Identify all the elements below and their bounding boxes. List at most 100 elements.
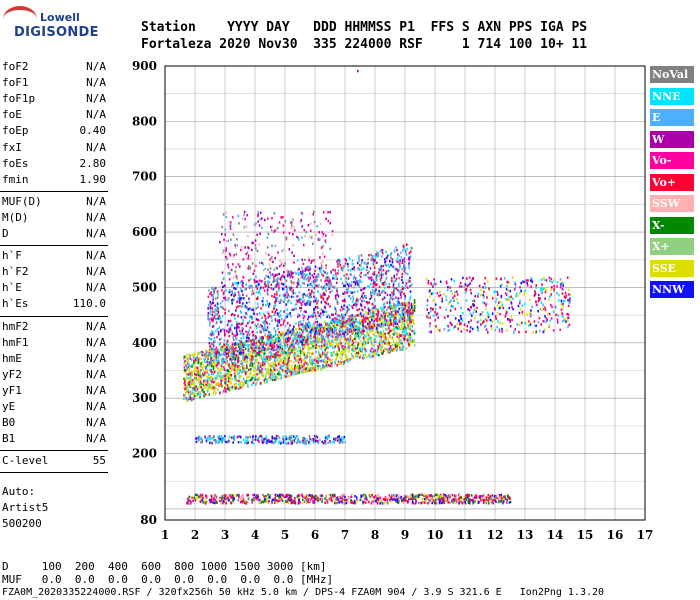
echo-point: [187, 360, 190, 364]
echo-point: [320, 323, 323, 326]
echo-point: [251, 347, 253, 351]
echo-point: [419, 493, 421, 497]
echo-point: [273, 372, 276, 376]
echo-point: [285, 279, 288, 283]
echo-point: [240, 360, 243, 363]
echo-point: [382, 340, 385, 343]
echo-point: [334, 297, 337, 300]
echo-point: [384, 332, 387, 336]
param-hf2: h`F2 N/A: [2, 265, 106, 281]
echo-point: [231, 367, 234, 371]
echo-point: [228, 365, 230, 369]
echo-point: [429, 499, 432, 502]
echo-point: [385, 321, 387, 325]
echo-point: [377, 319, 380, 322]
echo-point: [283, 334, 285, 337]
echo-point: [481, 494, 484, 498]
param-ye: yE N/A: [2, 400, 106, 416]
echo-point: [280, 376, 282, 380]
echo-point: [265, 494, 267, 498]
echo-point: [237, 499, 240, 502]
echo-point: [390, 311, 393, 314]
echo-point: [243, 341, 245, 345]
echo-point: [475, 496, 478, 499]
echo-point: [315, 357, 318, 361]
echo-point: [277, 499, 280, 503]
echo-point: [394, 498, 396, 501]
echo-point: [400, 327, 403, 330]
echo-point: [487, 496, 490, 500]
echo-point: [338, 347, 340, 350]
echo-point: [260, 357, 263, 360]
echo-point: [290, 274, 292, 277]
echo-point: [393, 249, 396, 252]
echo-point: [234, 387, 237, 390]
echo-point: [313, 322, 315, 326]
echo-point: [246, 500, 248, 504]
echo-point: [275, 364, 278, 367]
echo-point: [357, 332, 359, 335]
echo-point: [244, 379, 246, 383]
echo-point: [270, 345, 273, 349]
echo-point: [285, 351, 288, 355]
echo-point: [227, 376, 230, 380]
echo-point: [228, 345, 231, 349]
echo-point: [370, 350, 373, 354]
echo-point: [398, 320, 401, 323]
echo-point: [258, 279, 261, 282]
echo-point: [373, 259, 375, 263]
echo-point: [225, 369, 227, 373]
echo-point: [249, 339, 252, 342]
echo-point: [380, 346, 383, 349]
echo-point: [219, 437, 222, 441]
echo-point: [354, 349, 356, 353]
echo-point: [401, 287, 404, 291]
echo-point: [293, 333, 295, 337]
echo-point: [217, 310, 220, 314]
echo-point: [235, 362, 237, 365]
echo-point: [310, 337, 313, 340]
echo-point: [372, 255, 374, 258]
echo-point: [202, 496, 204, 500]
echo-point: [253, 341, 255, 344]
echo-point: [437, 499, 440, 503]
echo-point: [246, 383, 249, 386]
echo-point: [314, 314, 317, 318]
echo-point: [220, 364, 223, 368]
echo-point: [218, 391, 221, 395]
echo-point: [308, 348, 310, 351]
echo-point: [321, 366, 324, 369]
echo-point: [379, 323, 382, 326]
echo-point: [317, 496, 319, 499]
echo-point: [288, 299, 290, 302]
echo-point: [308, 440, 310, 444]
echo-point: [311, 438, 313, 442]
echo-point: [292, 337, 295, 340]
echo-point: [251, 355, 253, 358]
echo-point: [195, 356, 198, 360]
echo-point: [323, 291, 325, 295]
echo-point: [312, 499, 314, 503]
echo-point: [313, 335, 315, 339]
echo-point: [249, 315, 252, 319]
echo-point: [201, 390, 203, 393]
echo-point: [221, 348, 224, 351]
echo-point: [211, 380, 213, 383]
echo-point: [342, 362, 345, 366]
echo-point: [408, 264, 410, 268]
echo-point: [352, 349, 355, 353]
echo-point: [440, 499, 443, 502]
echo-point: [288, 437, 291, 441]
echo-point: [284, 356, 287, 360]
echo-point: [359, 355, 361, 359]
echo-point: [369, 315, 371, 319]
echo-point: [193, 384, 196, 387]
echo-point: [406, 315, 409, 319]
echo-point: [308, 296, 311, 299]
echo-point: [224, 284, 226, 287]
echo-point: [239, 297, 242, 300]
echo-point: [238, 367, 240, 371]
echo-point: [234, 345, 237, 349]
echo-point: [280, 358, 282, 362]
echo-point: [285, 437, 288, 441]
